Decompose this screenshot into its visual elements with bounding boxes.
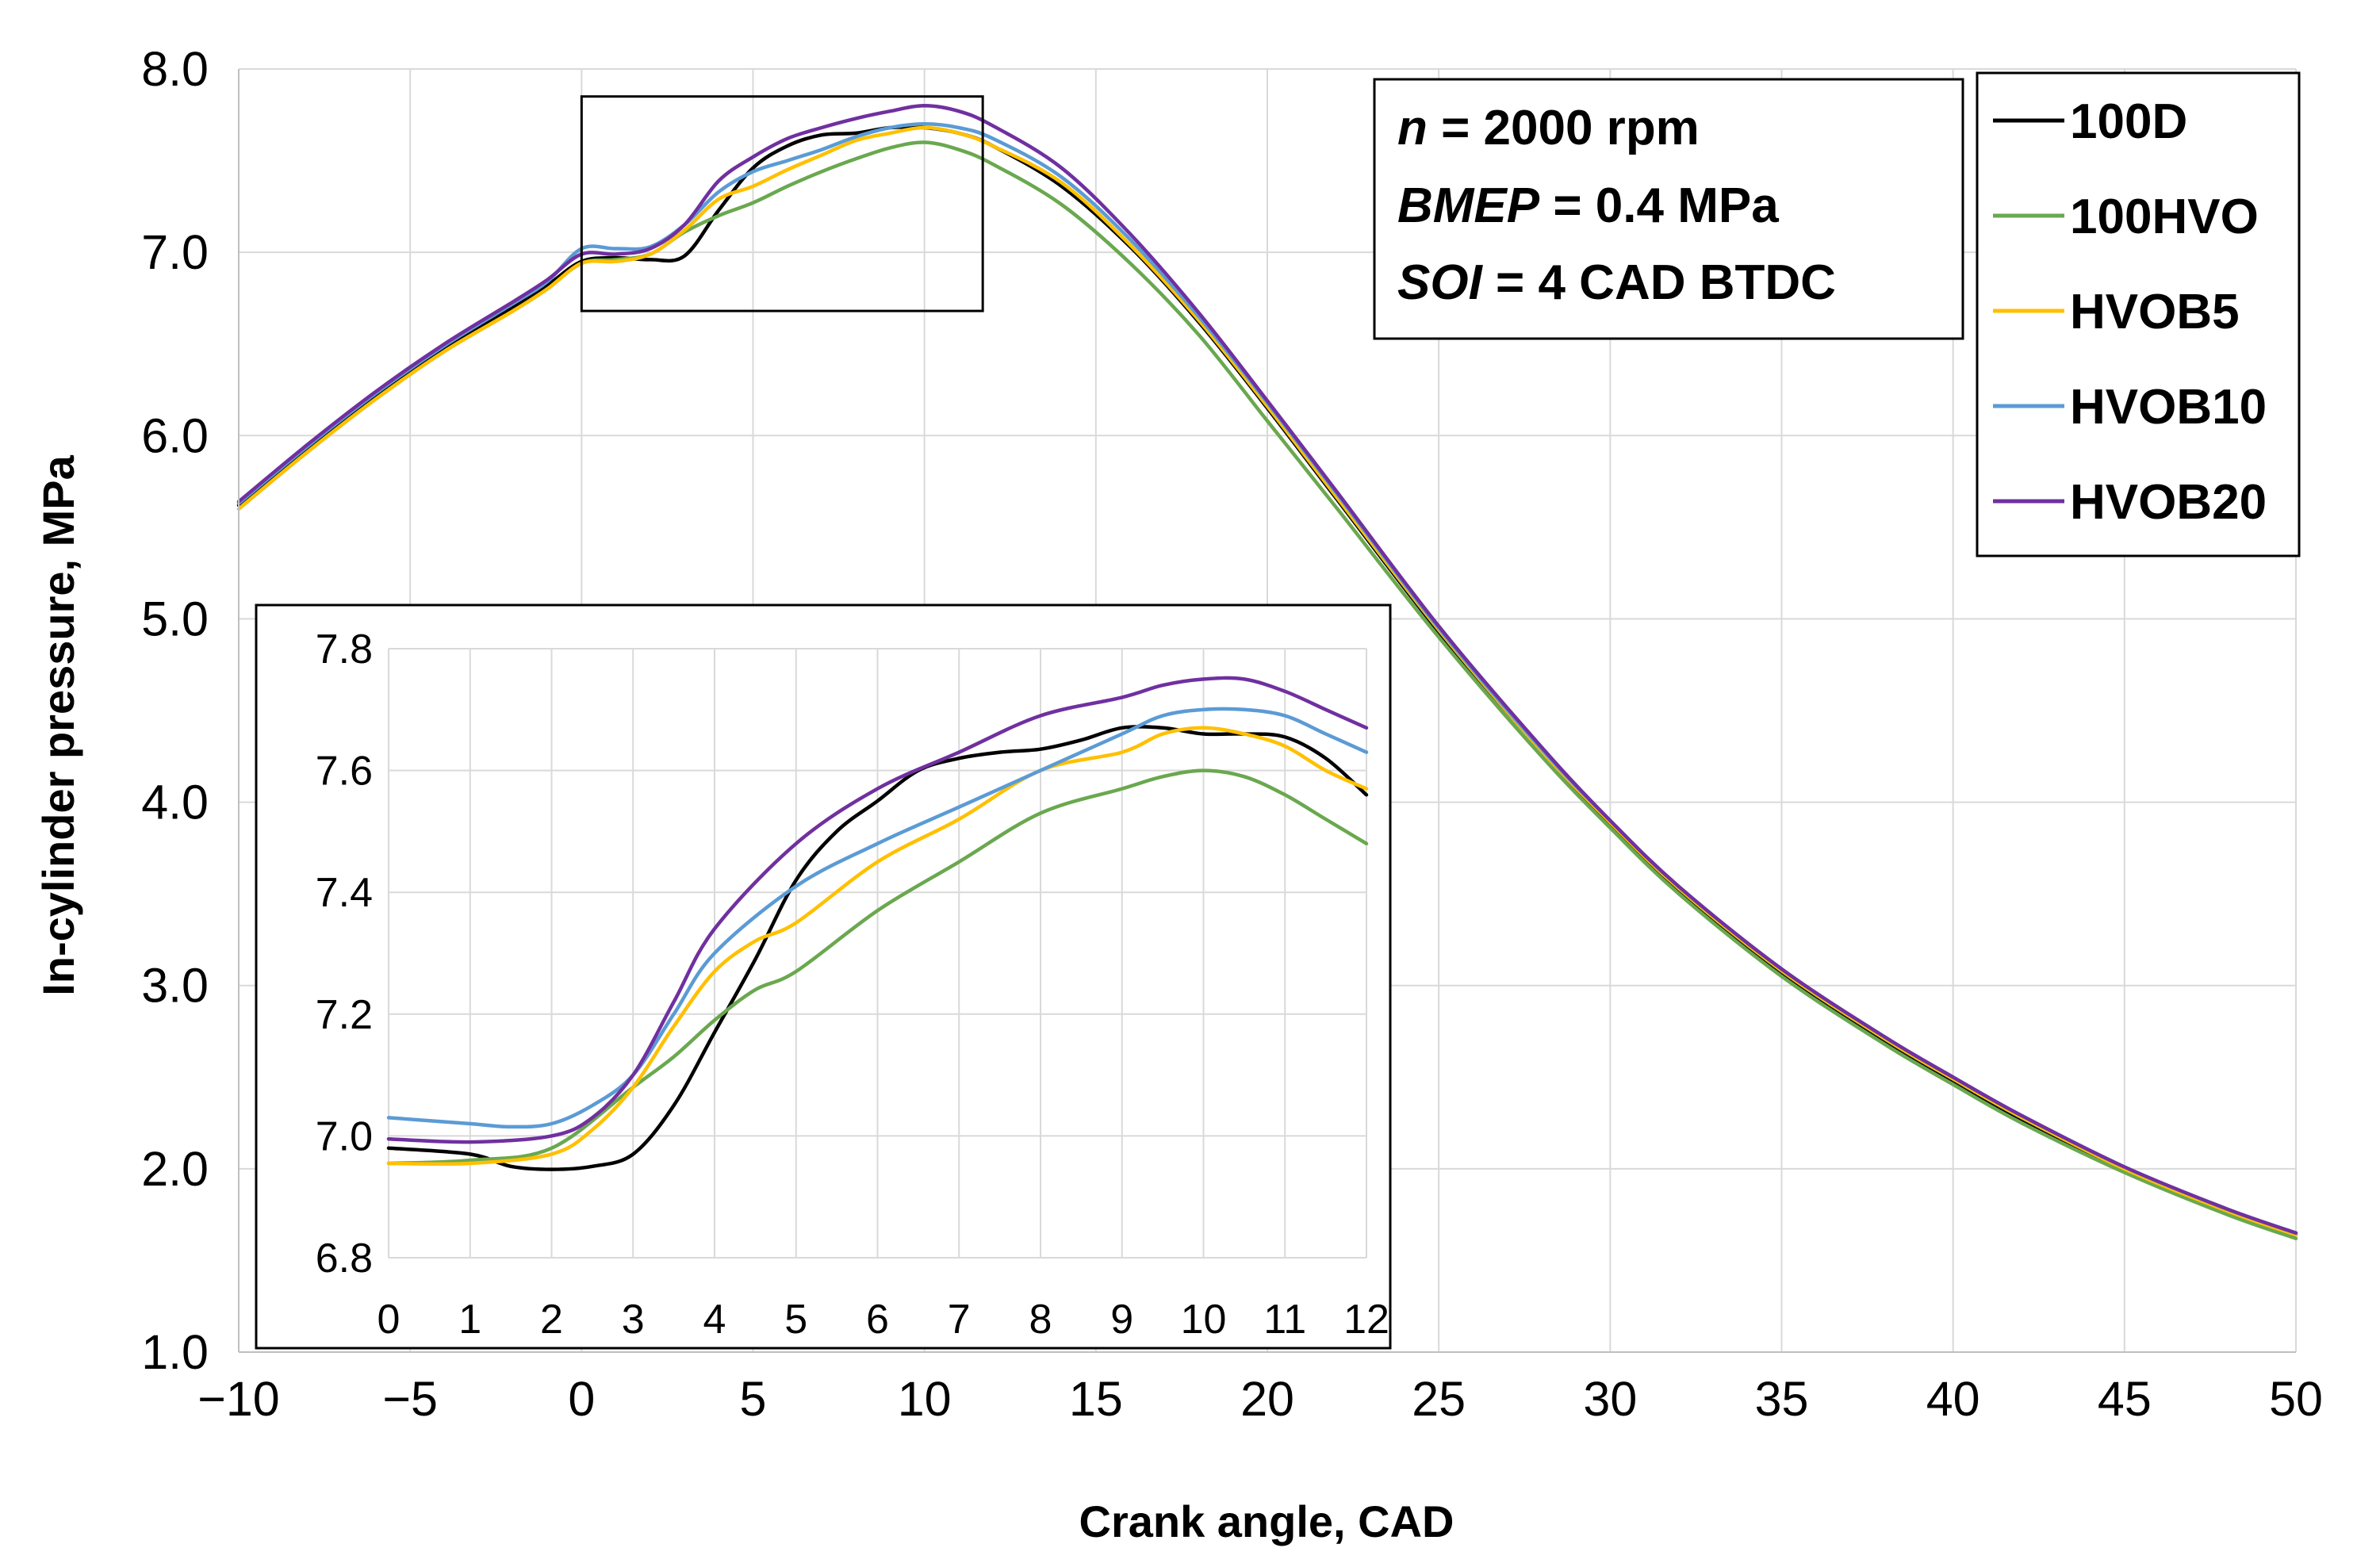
- condition-speed: n = 2000 rpm: [1397, 101, 1700, 155]
- legend-label-100d: 100D: [2070, 94, 2187, 149]
- main-x-tick-label: 30: [1583, 1372, 1637, 1426]
- x-axis-title: Crank angle, CAD: [1079, 1496, 1454, 1546]
- inset-x-tick-labels: 0 1 2 3 4 5 6 7 8 9 10 11 12: [378, 1297, 1389, 1343]
- inset-series-line-hvob20: [386, 676, 1369, 1144]
- inset-frame: [255, 603, 1392, 1350]
- inset-x-tick-label: 9: [1110, 1297, 1133, 1343]
- inset-series-line-hvob10: [386, 707, 1369, 1129]
- legend-label-hvob10: HVOB10: [2070, 380, 2267, 435]
- main-series-line-hvob20: [236, 103, 2298, 1236]
- condition-soi: SOI = 4 CAD BTDC: [1397, 255, 1836, 310]
- main-x-tick-label: 10: [898, 1372, 952, 1426]
- main-x-tick-label: 25: [1412, 1372, 1466, 1426]
- main-y-tick-label: 8.0: [141, 42, 209, 96]
- main-x-tick-labels: −10 −5 0 5 10 15 20 25 30 35 40 45 50: [197, 1372, 2323, 1426]
- inset-y-tick-label: 7.8: [316, 626, 373, 672]
- inset-series-line-hvob5: [386, 726, 1369, 1167]
- inset-x-tick-label: 11: [1263, 1297, 1306, 1343]
- main-x-tick-label: 15: [1069, 1372, 1123, 1426]
- legend-label-hvob20: HVOB20: [2070, 475, 2267, 530]
- inset-y-tick-label: 7.2: [316, 992, 373, 1038]
- main-x-tick-label: 45: [2098, 1372, 2152, 1426]
- main-y-tick-label: 2.0: [141, 1142, 209, 1196]
- main-y-tick-label: 6.0: [141, 408, 209, 462]
- inset-y-tick-label: 7.0: [316, 1113, 373, 1159]
- inset-x-tick-label: 1: [458, 1297, 481, 1343]
- main-y-tick-label: 5.0: [141, 592, 209, 646]
- main-x-tick-label: 20: [1240, 1372, 1294, 1426]
- main-x-tick-label: 5: [740, 1372, 767, 1426]
- main-series-group: [236, 103, 2298, 1240]
- main-y-tick-label: 7.0: [141, 225, 209, 279]
- inset-x-tick-label: 5: [784, 1297, 807, 1343]
- y-axis-title: In-cylinder pressure, MPa: [33, 454, 83, 995]
- inset-series-line-100d: [386, 725, 1369, 1171]
- main-x-tick-label: 0: [568, 1372, 595, 1426]
- inset-x-tick-label: 8: [1029, 1297, 1052, 1343]
- main-y-tick-label: 1.0: [141, 1325, 209, 1379]
- main-y-tick-label: 4.0: [141, 776, 209, 829]
- inset-x-tick-label: 10: [1181, 1297, 1227, 1343]
- inset-x-tick-label: 0: [378, 1297, 400, 1343]
- inset-y-tick-label: 6.8: [316, 1236, 373, 1282]
- main-x-tick-label: −10: [197, 1372, 279, 1426]
- inset-x-tick-label: 6: [866, 1297, 889, 1343]
- inset-series-line-100hvo: [386, 768, 1369, 1166]
- main-x-tick-label: 35: [1755, 1372, 1809, 1426]
- inset-y-tick-label: 7.4: [316, 870, 373, 916]
- legend-label-hvob5: HVOB5: [2070, 285, 2240, 339]
- inset-x-tick-label: 7: [948, 1297, 971, 1343]
- inset-x-tick-label: 2: [540, 1297, 563, 1343]
- inset-y-tick-labels: 6.8 7.0 7.2 7.4 7.6 7.8: [316, 626, 373, 1282]
- inset-x-tick-label: 4: [703, 1297, 726, 1343]
- main-y-tick-labels: 1.0 2.0 3.0 4.0 5.0 6.0 7.0 8.0: [141, 42, 209, 1379]
- legend: 100D 100HVO HVOB5 HVOB10 HVOB20: [1976, 71, 2301, 557]
- condition-bmep: BMEP = 0.4 MPa: [1397, 178, 1779, 233]
- main-x-tick-label: 40: [1926, 1372, 1980, 1426]
- inset-series-group: [386, 676, 1369, 1171]
- conditions-box: n = 2000 rpm BMEP = 0.4 MPa SOI = 4 CAD …: [1373, 78, 1964, 340]
- inset-y-tick-label: 7.6: [316, 749, 373, 795]
- main-x-tick-label: 50: [2269, 1372, 2323, 1426]
- inset-x-tick-label: 12: [1343, 1297, 1389, 1343]
- inset-x-tick-label: 3: [622, 1297, 645, 1343]
- legend-label-100hvo: 100HVO: [2070, 190, 2259, 244]
- zoom-highlight-box: [580, 95, 984, 312]
- main-y-tick-label: 3.0: [141, 959, 209, 1013]
- main-x-tick-label: −5: [382, 1372, 438, 1426]
